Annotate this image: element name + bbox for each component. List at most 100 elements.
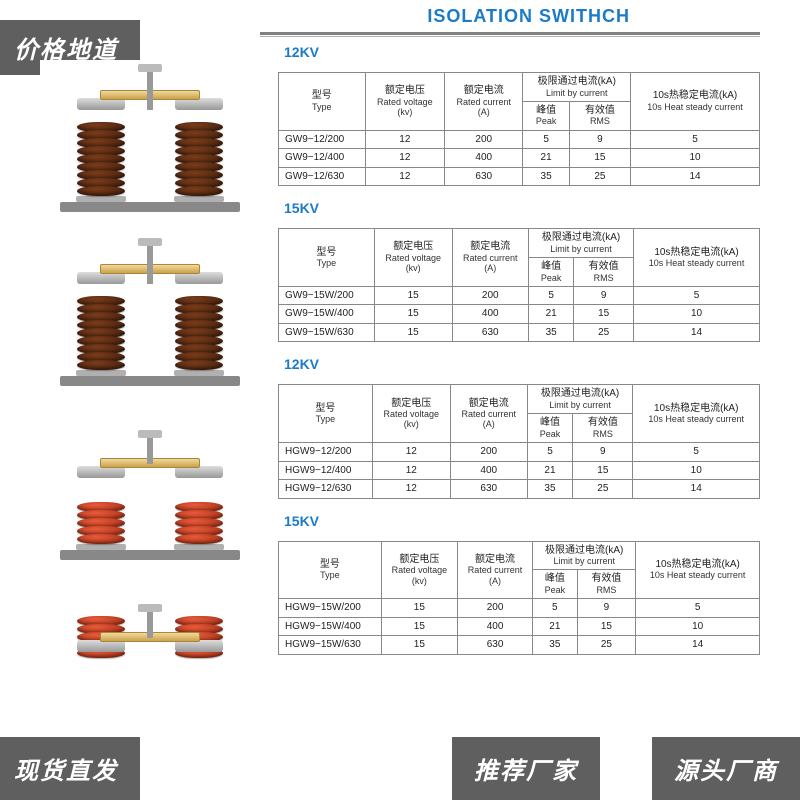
col-type: 型号Type bbox=[279, 73, 366, 131]
isolation-switch-illustration bbox=[40, 408, 260, 568]
col-current: 额定电流Rated current(A) bbox=[450, 385, 527, 443]
col-heat: 10s热稳定电流(kA)10s Heat steady current bbox=[633, 385, 760, 443]
title-rule-thin bbox=[260, 36, 760, 37]
cell-peak: 21 bbox=[533, 617, 577, 636]
cell-heat: 10 bbox=[634, 305, 760, 324]
cell-voltage: 12 bbox=[372, 443, 450, 462]
cell-voltage: 15 bbox=[374, 305, 452, 324]
cell-rms: 25 bbox=[573, 480, 633, 499]
col-type: 型号Type bbox=[279, 541, 382, 599]
cell-voltage: 15 bbox=[381, 617, 457, 636]
cell-heat: 5 bbox=[631, 130, 760, 149]
cell-rms: 25 bbox=[569, 167, 630, 186]
cell-current: 400 bbox=[445, 149, 523, 168]
cell-peak: 35 bbox=[533, 636, 577, 655]
col-current: 额定电流Rated current(A) bbox=[458, 541, 533, 599]
cell-rms: 9 bbox=[573, 443, 633, 462]
cell-type: GW9−15W/400 bbox=[279, 305, 375, 324]
cell-type: GW9−15W/630 bbox=[279, 323, 375, 342]
cell-peak: 35 bbox=[523, 167, 569, 186]
isolation-switch-illustration bbox=[40, 234, 260, 394]
table-row: HGW9−15W/630 15 630 35 25 14 bbox=[279, 636, 760, 655]
cell-type: GW9−12/630 bbox=[279, 167, 366, 186]
cell-peak: 21 bbox=[527, 461, 573, 480]
col-limit: 极限通过电流(kA)Limit by current bbox=[523, 73, 631, 102]
col-type: 型号Type bbox=[279, 229, 375, 287]
cell-peak: 5 bbox=[523, 130, 569, 149]
col-current: 额定电流Rated current(A) bbox=[445, 73, 523, 131]
badge-bottom-right-1: 推荐厂家 bbox=[452, 737, 600, 800]
col-peak: 峰值Peak bbox=[523, 101, 569, 130]
col-peak: 峰值Peak bbox=[533, 570, 577, 599]
section-heading: 15KV bbox=[278, 509, 760, 531]
cell-voltage: 15 bbox=[381, 599, 457, 618]
cell-rms: 15 bbox=[573, 461, 633, 480]
cell-type: GW9−12/200 bbox=[279, 130, 366, 149]
cell-type: HGW9−12/400 bbox=[279, 461, 373, 480]
cell-peak: 35 bbox=[527, 480, 573, 499]
cell-peak: 21 bbox=[523, 149, 569, 168]
cell-current: 400 bbox=[450, 461, 527, 480]
table-row: GW9−15W/630 15 630 35 25 14 bbox=[279, 323, 760, 342]
table-row: GW9−15W/400 15 400 21 15 10 bbox=[279, 305, 760, 324]
col-rms: 有效值RMS bbox=[569, 101, 630, 130]
badge-bottom-left: 现货直发 bbox=[0, 737, 140, 800]
cell-current: 400 bbox=[452, 305, 528, 324]
col-voltage: 额定电压Rated voltage(kv) bbox=[372, 385, 450, 443]
cell-current: 200 bbox=[450, 443, 527, 462]
cell-voltage: 15 bbox=[374, 286, 452, 305]
section-heading: 12KV bbox=[278, 40, 760, 62]
cell-current: 200 bbox=[445, 130, 523, 149]
cell-peak: 35 bbox=[528, 323, 573, 342]
spec-tables-column: 12KV 型号Type 额定电压Rated voltage(kv) 额定电流Ra… bbox=[278, 40, 760, 730]
cell-heat: 10 bbox=[633, 461, 760, 480]
col-voltage: 额定电压Rated voltage(kv) bbox=[381, 541, 457, 599]
cell-peak: 5 bbox=[528, 286, 573, 305]
badge-bottom-right-2: 源头厂商 bbox=[652, 737, 800, 800]
section-heading: 15KV bbox=[278, 196, 760, 218]
col-heat: 10s热稳定电流(kA)10s Heat steady current bbox=[634, 229, 760, 287]
cell-heat: 10 bbox=[636, 617, 760, 636]
cell-heat: 10 bbox=[631, 149, 760, 168]
cell-voltage: 12 bbox=[365, 130, 445, 149]
cell-rms: 15 bbox=[569, 149, 630, 168]
cell-rms: 9 bbox=[574, 286, 634, 305]
col-voltage: 额定电压Rated voltage(kv) bbox=[365, 73, 445, 131]
cell-rms: 15 bbox=[574, 305, 634, 324]
cell-current: 630 bbox=[445, 167, 523, 186]
content-area: 12KV 型号Type 额定电压Rated voltage(kv) 额定电流Ra… bbox=[40, 40, 760, 730]
col-type: 型号Type bbox=[279, 385, 373, 443]
cell-voltage: 12 bbox=[365, 167, 445, 186]
col-current: 额定电流Rated current(A) bbox=[452, 229, 528, 287]
col-rms: 有效值RMS bbox=[573, 414, 633, 443]
table-row: HGW9−12/630 12 630 35 25 14 bbox=[279, 480, 760, 499]
spec-table: 型号Type 额定电压Rated voltage(kv) 额定电流Rated c… bbox=[278, 384, 760, 498]
cell-heat: 14 bbox=[631, 167, 760, 186]
cell-type: HGW9−15W/630 bbox=[279, 636, 382, 655]
table-row: HGW9−15W/200 15 200 5 9 5 bbox=[279, 599, 760, 618]
cell-voltage: 15 bbox=[374, 323, 452, 342]
cell-voltage: 15 bbox=[381, 636, 457, 655]
col-limit: 极限通过电流(kA)Limit by current bbox=[533, 541, 636, 570]
spec-table: 型号Type 额定电压Rated voltage(kv) 额定电流Rated c… bbox=[278, 541, 760, 655]
spec-table: 型号Type 额定电压Rated voltage(kv) 额定电流Rated c… bbox=[278, 228, 760, 342]
col-limit: 极限通过电流(kA)Limit by current bbox=[528, 229, 633, 258]
col-rms: 有效值RMS bbox=[577, 570, 636, 599]
table-row: GW9−12/630 12 630 35 25 14 bbox=[279, 167, 760, 186]
col-rms: 有效值RMS bbox=[574, 258, 634, 287]
cell-peak: 5 bbox=[527, 443, 573, 462]
col-limit: 极限通过电流(kA)Limit by current bbox=[527, 385, 633, 414]
col-voltage: 额定电压Rated voltage(kv) bbox=[374, 229, 452, 287]
col-peak: 峰值Peak bbox=[527, 414, 573, 443]
cell-heat: 14 bbox=[633, 480, 760, 499]
cell-type: GW9−15W/200 bbox=[279, 286, 375, 305]
cell-current: 400 bbox=[458, 617, 533, 636]
cell-type: HGW9−15W/400 bbox=[279, 617, 382, 636]
cell-heat: 5 bbox=[634, 286, 760, 305]
table-row: HGW9−12/400 12 400 21 15 10 bbox=[279, 461, 760, 480]
cell-rms: 25 bbox=[577, 636, 636, 655]
cell-heat: 5 bbox=[633, 443, 760, 462]
col-peak: 峰值Peak bbox=[528, 258, 573, 287]
cell-heat: 14 bbox=[636, 636, 760, 655]
cell-current: 630 bbox=[450, 480, 527, 499]
